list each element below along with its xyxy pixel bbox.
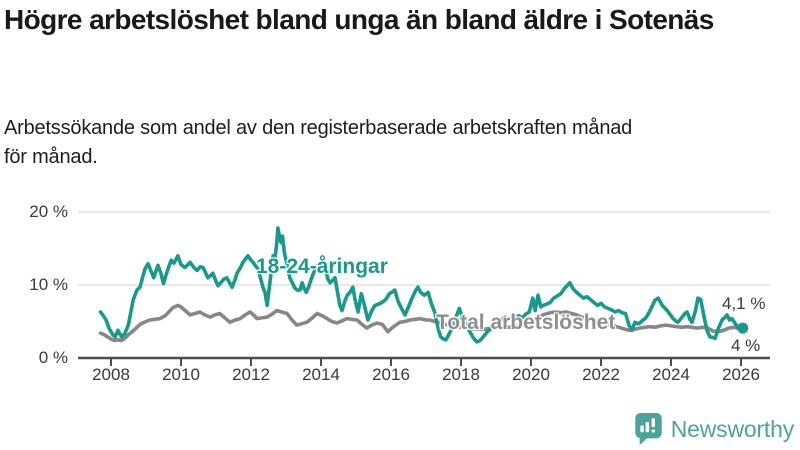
y-tick-label-10: 10 % xyxy=(29,275,68,294)
x-tick-label-2020: 2020 xyxy=(512,365,550,384)
series-label-total: Total arbetslöshet xyxy=(436,311,616,334)
series-line-total xyxy=(98,303,745,343)
end-value-label-youth: 4,1 % xyxy=(722,294,766,313)
x-tick-label-2012: 2012 xyxy=(232,365,270,384)
y-tick-label-0: 0 % xyxy=(38,348,68,367)
page-title: Högre arbetslöshet bland unga än bland ä… xyxy=(4,4,714,35)
x-tick-label-2014: 2014 xyxy=(302,365,340,384)
page-subtitle: Arbetssökande som andel av den registerb… xyxy=(4,117,633,168)
series-end-dot xyxy=(737,322,749,334)
x-tick-label-2024: 2024 xyxy=(652,365,690,384)
series-label-youth: 18-24-åringar xyxy=(256,255,388,278)
newsworthy-bar-chart-bubble-icon xyxy=(634,413,662,445)
x-tick-label-2008: 2008 xyxy=(92,365,130,384)
y-tick-label-20: 20 % xyxy=(29,202,68,221)
series-line-youth xyxy=(98,226,745,344)
newsworthy-wordmark: Newsworthy xyxy=(670,415,794,442)
end-value-label-total: 4 % xyxy=(731,336,761,355)
x-tick-label-2018: 2018 xyxy=(442,365,480,384)
x-tick-label-2010: 2010 xyxy=(162,365,200,384)
newsworthy-logo: Newsworthy xyxy=(634,413,794,445)
x-tick-label-2022: 2022 xyxy=(582,365,620,384)
x-tick-label-2016: 2016 xyxy=(372,365,410,384)
x-tick-label-2026: 2026 xyxy=(722,365,760,384)
